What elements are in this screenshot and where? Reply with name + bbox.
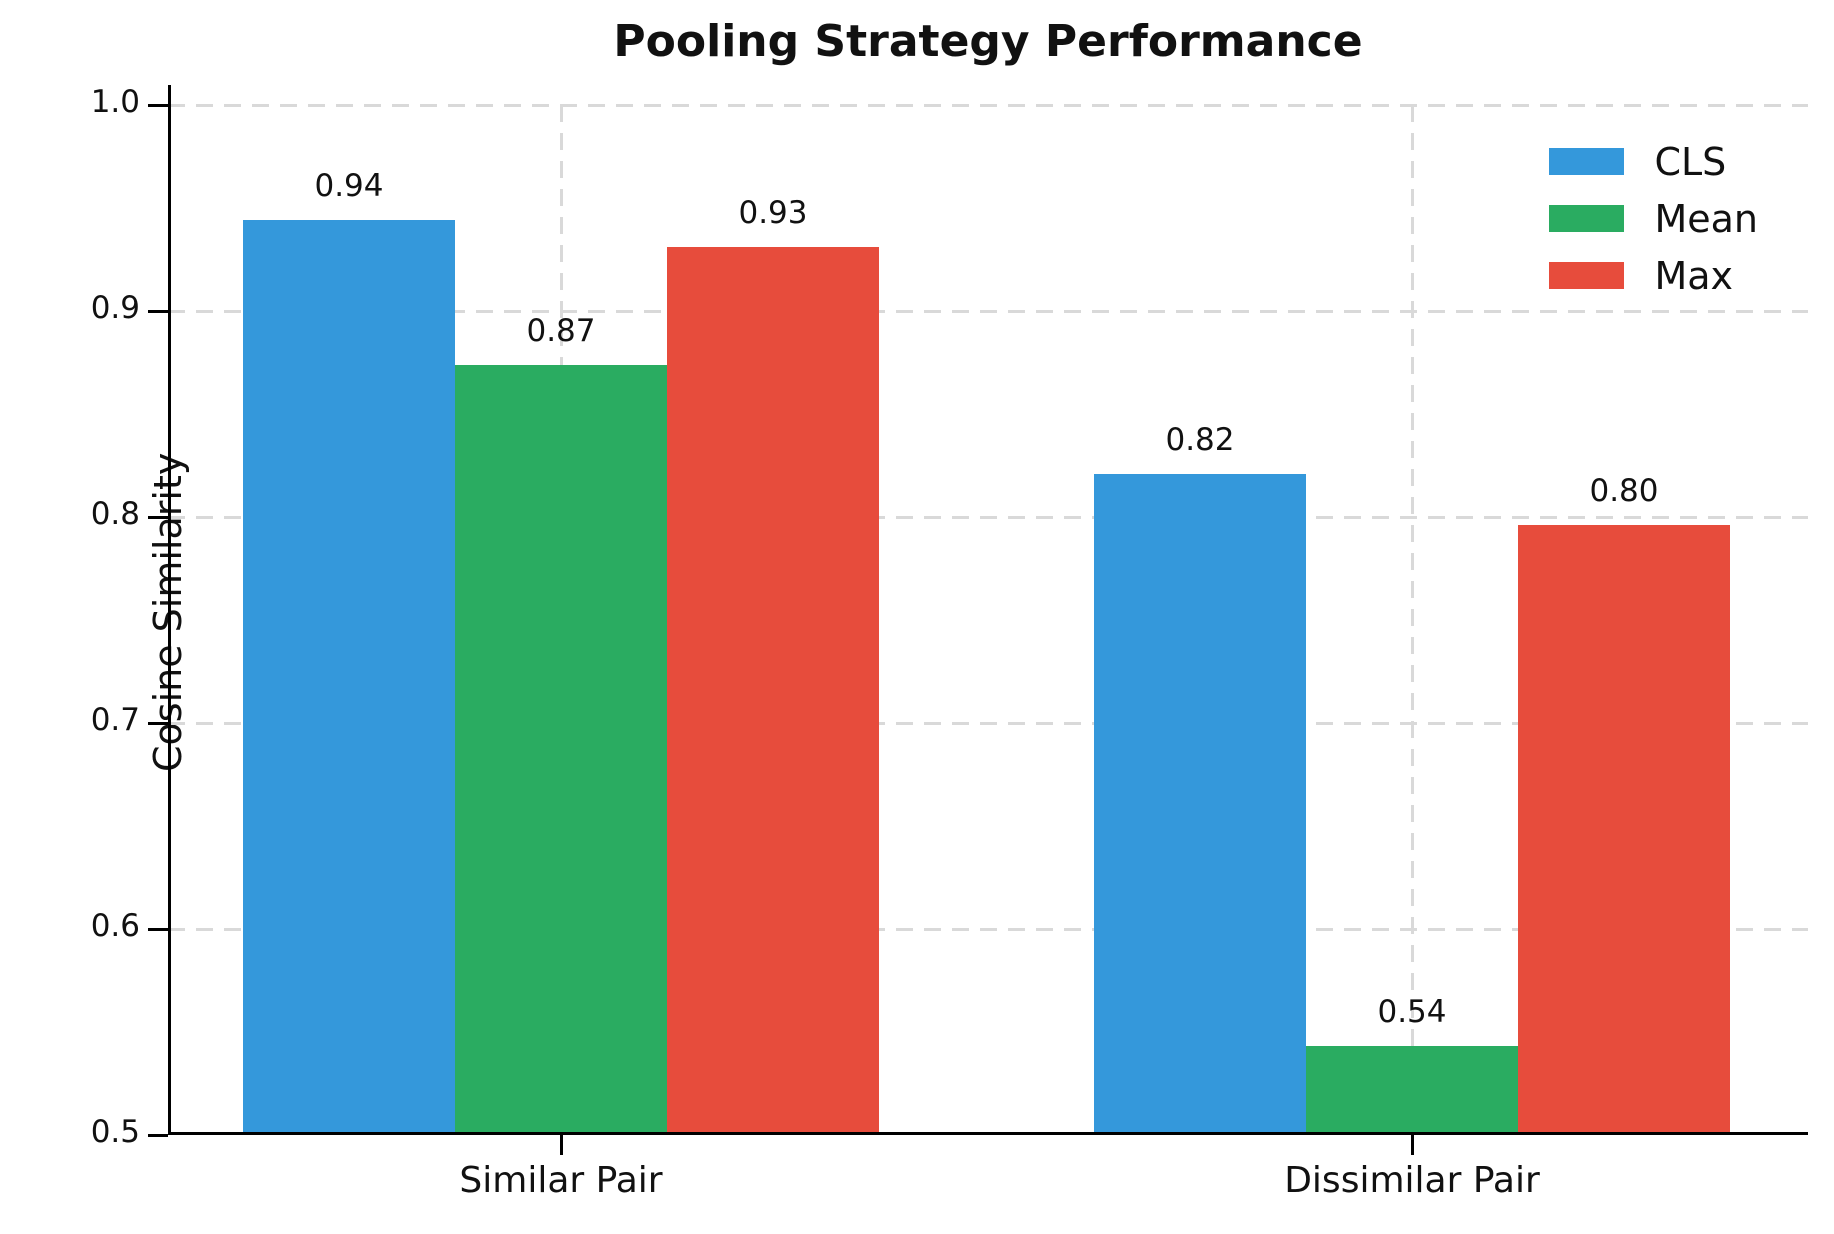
gridline-y-0.6 <box>168 927 1808 931</box>
bar-cls-similar <box>243 220 455 1132</box>
legend-swatch-cls <box>1549 148 1625 175</box>
x-tick-label-similar-pair: Similar Pair <box>459 1160 663 1201</box>
bar-value-max-dissimilar: 0.80 <box>1589 473 1659 510</box>
chart-title: Pooling Strategy Performance <box>613 16 1363 67</box>
gridline-y-0.9 <box>168 309 1808 313</box>
y-tick-mark-0.7 <box>148 721 168 725</box>
y-tick-label-0.9: 0.9 <box>90 290 140 326</box>
y-tick-label-0.8: 0.8 <box>90 496 140 532</box>
bar-mean-similar <box>455 364 667 1132</box>
bar-mean-dissimilar <box>1306 1046 1518 1132</box>
gridline-y-0.8 <box>168 515 1808 519</box>
bar-value-cls-similar: 0.94 <box>314 168 384 205</box>
gridline-y-0.7 <box>168 721 1808 725</box>
plot-area: Cosine Similarity CLS Mean Max 0.50.60.7… <box>91 84 1808 1201</box>
legend-item-max: Max <box>1549 247 1758 304</box>
y-tick-label-1.0: 1.0 <box>90 84 140 120</box>
y-tick-label-0.7: 0.7 <box>90 702 140 738</box>
y-axis-spine <box>168 85 171 1135</box>
bar-value-mean-dissimilar: 0.54 <box>1377 994 1447 1031</box>
y-tick-label-0.5: 0.5 <box>90 1114 140 1150</box>
legend: CLS Mean Max <box>1549 133 1758 304</box>
legend-label-mean: Mean <box>1654 196 1758 241</box>
bar-max-dissimilar <box>1518 525 1730 1132</box>
x-tick-label-dissimilar-pair: Dissimilar Pair <box>1284 1160 1540 1201</box>
y-tick-mark-0.8 <box>148 515 168 519</box>
bar-value-mean-similar: 0.87 <box>526 312 596 349</box>
legend-swatch-mean <box>1549 205 1625 232</box>
gridline-x-dissimilar <box>1410 105 1414 1135</box>
bar-value-cls-dissimilar: 0.82 <box>1165 421 1235 458</box>
bar-cls-dissimilar <box>1094 473 1306 1132</box>
y-tick-mark-0.9 <box>148 309 168 313</box>
gridline-y-1.0 <box>168 103 1808 107</box>
x-tick-mark-dissimilar <box>1410 1135 1414 1155</box>
y-tick-mark-0.6 <box>148 927 168 931</box>
legend-item-mean: Mean <box>1549 190 1758 247</box>
y-tick-mark-1.0 <box>148 103 168 107</box>
legend-label-max: Max <box>1654 253 1734 298</box>
y-tick-label-0.6: 0.6 <box>90 908 140 944</box>
legend-item-cls: CLS <box>1549 133 1758 190</box>
legend-label-cls: CLS <box>1654 139 1727 184</box>
bar-max-similar <box>667 247 879 1132</box>
legend-swatch-max <box>1549 262 1625 289</box>
x-axis-spine <box>168 1132 1808 1135</box>
bar-value-max-similar: 0.93 <box>738 195 808 232</box>
x-tick-mark-similar <box>559 1135 563 1155</box>
y-tick-mark-0.5 <box>148 1133 168 1137</box>
